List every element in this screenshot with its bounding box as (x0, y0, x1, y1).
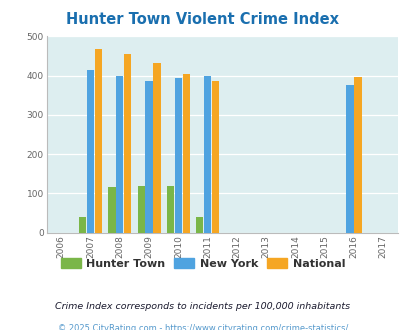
Bar (174, 78, 181, 233)
Legend: Hunter Town, New York, National: Hunter Town, New York, National (56, 253, 349, 273)
Bar (79, 217, 86, 233)
Bar (182, 74, 190, 233)
Bar (196, 217, 203, 233)
Bar (137, 186, 145, 233)
Bar (108, 187, 115, 233)
Bar (166, 186, 174, 233)
Bar (145, 81, 152, 233)
Bar (116, 76, 123, 233)
Bar (124, 54, 131, 233)
Bar (354, 77, 361, 233)
Bar (95, 49, 102, 233)
Bar (345, 85, 353, 233)
Bar (211, 81, 219, 233)
Bar (87, 70, 94, 233)
Text: Crime Index corresponds to incidents per 100,000 inhabitants: Crime Index corresponds to incidents per… (55, 302, 350, 311)
Bar (153, 63, 160, 233)
Text: © 2025 CityRating.com - https://www.cityrating.com/crime-statistics/: © 2025 CityRating.com - https://www.city… (58, 324, 347, 330)
Bar (204, 76, 211, 233)
Text: Hunter Town Violent Crime Index: Hunter Town Violent Crime Index (66, 12, 339, 26)
